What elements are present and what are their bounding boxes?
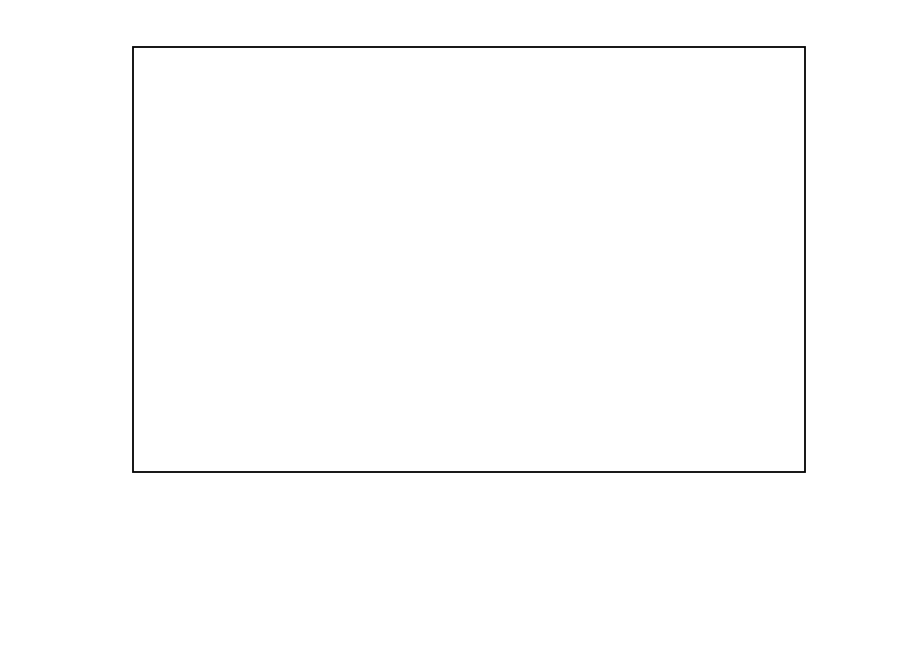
plot-frame <box>132 46 806 473</box>
